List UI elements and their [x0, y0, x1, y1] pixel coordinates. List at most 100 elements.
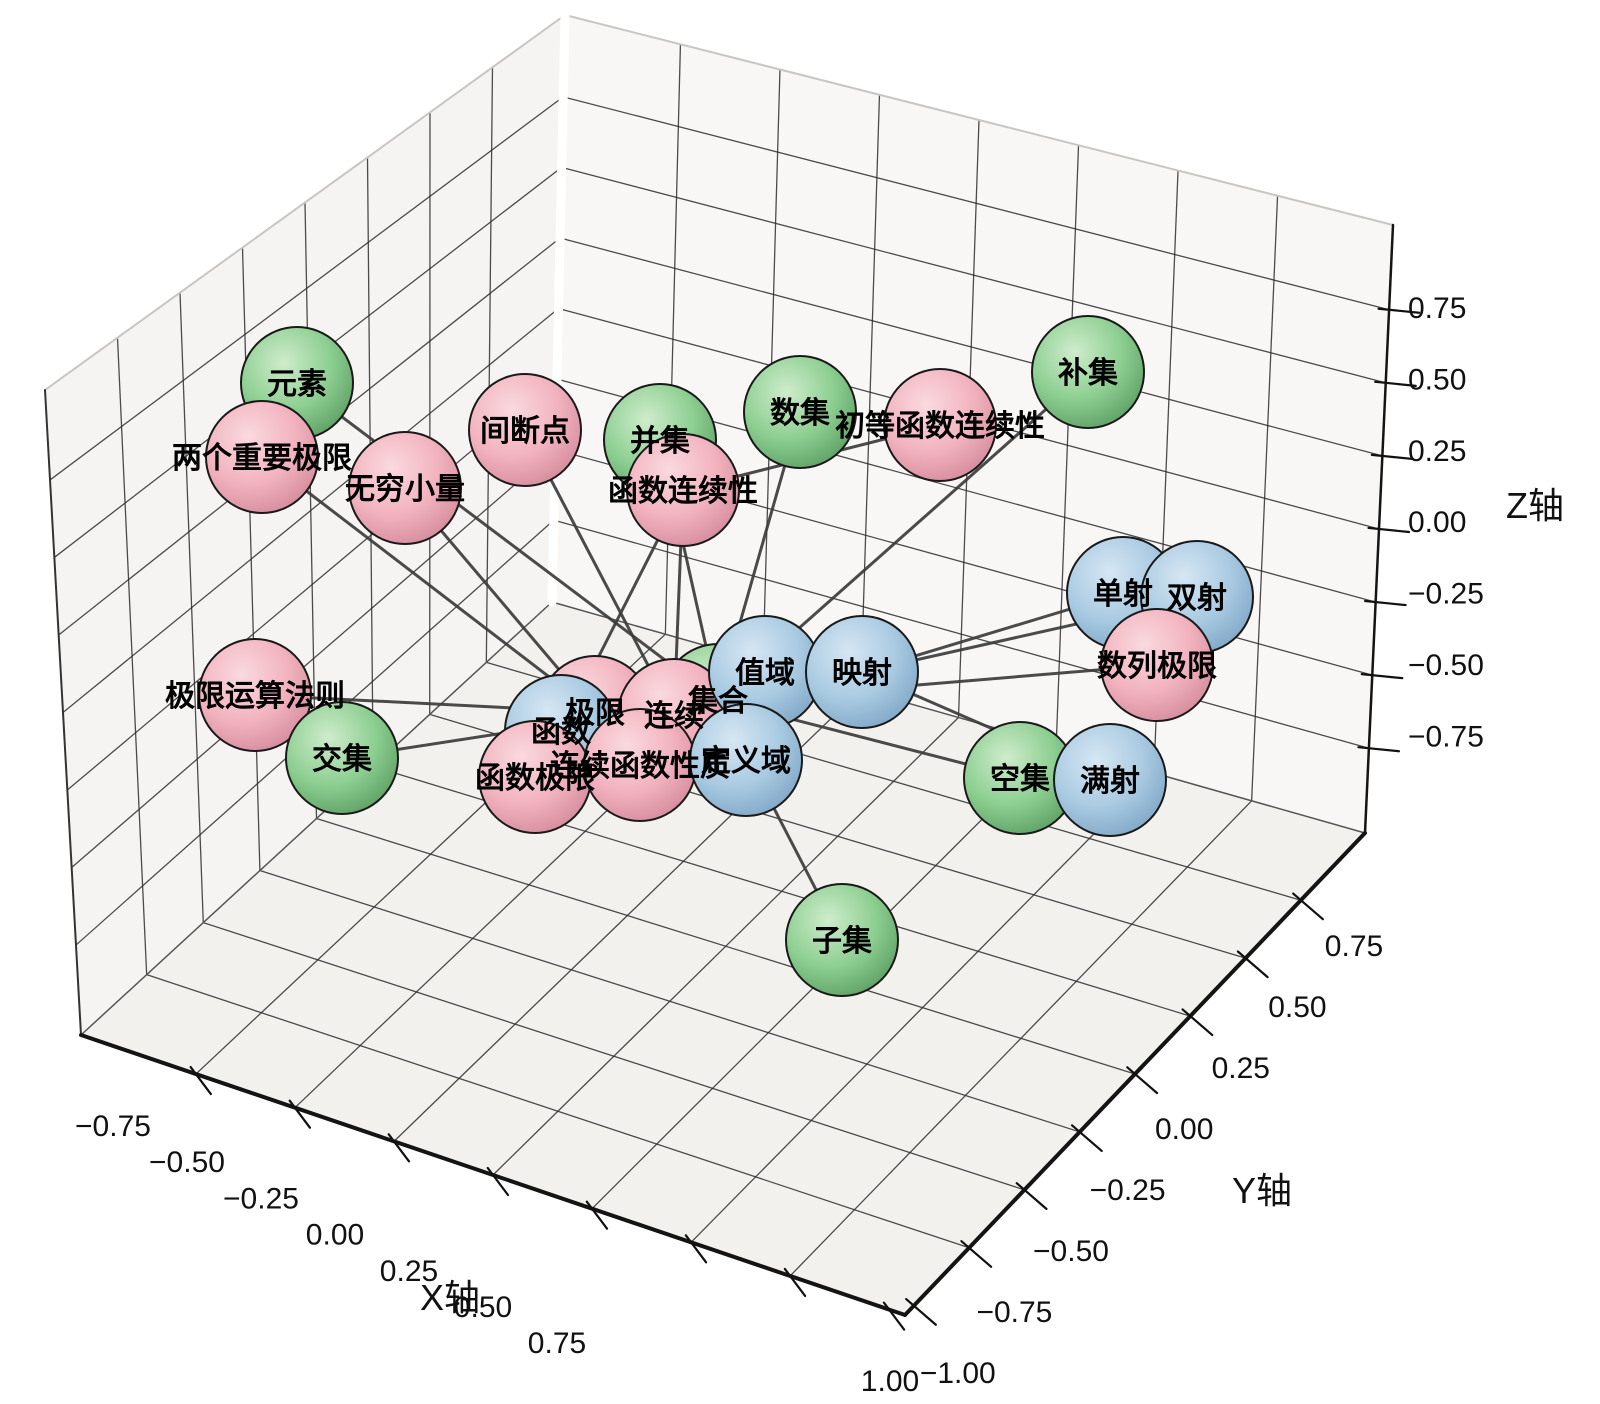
node-label-函数连续性: 函数连续性: [608, 475, 758, 508]
x-axis-title: X轴: [420, 1277, 480, 1318]
grid-line: [486, 1166, 510, 1197]
edge-两个重要极限-极限: [260, 455, 597, 714]
grid-line: [1181, 1008, 1214, 1037]
z-tick-label: 0.50: [1408, 363, 1466, 396]
grid-line: [1015, 1182, 1048, 1210]
grid-line: [690, 772, 1155, 1243]
grid-line: [485, 66, 494, 664]
grid-line: [315, 817, 1136, 1075]
node-label-函数: 函数: [531, 716, 592, 749]
grid-line: [1367, 526, 1411, 534]
x-tick-label: 0.50: [454, 1291, 512, 1324]
node-定义域: [689, 703, 803, 817]
grid-line: [1357, 746, 1401, 753]
z-tick-label: −0.75: [1408, 720, 1484, 753]
node-补集: [1031, 315, 1145, 429]
node-间断点: [468, 373, 582, 487]
grid-line: [1070, 1124, 1103, 1153]
y-tick-label: 0.50: [1268, 991, 1326, 1024]
edge-元素-集合: [295, 381, 720, 702]
grid-line: [189, 1065, 212, 1096]
grid-line: [564, 14, 1394, 226]
node-label-两个重要极限: 两个重要极限: [172, 442, 352, 475]
grid-line: [562, 96, 1390, 311]
grid-line: [905, 1297, 937, 1326]
node-数列极限: [1100, 608, 1214, 722]
axis-titles: X轴 Y轴 Z轴: [420, 485, 1564, 1318]
node-label-数集: 数集: [770, 397, 831, 430]
node-子集: [785, 883, 899, 997]
x-tick-label: −0.50: [149, 1146, 225, 1179]
x-tick-label: −0.25: [223, 1182, 299, 1215]
node-label-空集: 空集: [990, 763, 1051, 796]
axis-ticks: −0.75−0.50−0.250.000.250.500.751.000.750…: [75, 292, 1484, 1398]
grid-line: [960, 1240, 993, 1268]
node-label-满射: 满射: [1080, 765, 1140, 798]
grid-line: [387, 1133, 411, 1163]
y-tick-label: −0.75: [976, 1296, 1052, 1329]
grid-line: [1126, 1066, 1159, 1095]
node-label-定义域: 定义域: [701, 744, 791, 778]
node-label-连续: 连续: [644, 700, 704, 733]
grid-line: [80, 601, 553, 1036]
grid-line: [882, 1301, 906, 1331]
x-tick-label: 0.25: [380, 1255, 438, 1288]
node-数集: [743, 355, 857, 469]
node-label-单射: 单射: [1093, 578, 1153, 611]
grid-line: [1055, 144, 1080, 746]
node-label-子集: 子集: [812, 925, 873, 958]
grid-line: [1374, 380, 1417, 387]
node-label-值域: 值域: [735, 657, 795, 690]
node-label-连续函数性质: 连续函数性质: [550, 750, 730, 783]
z-tick-label: −0.25: [1408, 578, 1484, 611]
grid-line: [551, 601, 1366, 834]
pane-left-wall: [45, 15, 565, 1035]
grid-line: [1370, 453, 1414, 461]
node-label-极限运算法则: 极限运算法则: [165, 679, 345, 713]
node-极限运算法则: [198, 638, 312, 752]
node-label-双射: 双射: [1167, 582, 1227, 615]
z-tick-label: −0.50: [1408, 649, 1484, 682]
node-映射: [805, 615, 919, 729]
z-tick-label: 0.00: [1408, 506, 1466, 539]
node-函数连续性: [626, 433, 740, 547]
grid-line: [1364, 599, 1407, 607]
node-label-补集: 补集: [1058, 357, 1119, 390]
node-label-交集: 交集: [312, 742, 373, 776]
grid-line: [585, 1200, 609, 1230]
z-axis-title: Z轴: [1506, 485, 1564, 526]
grid-line: [684, 1234, 708, 1264]
grid-line: [560, 166, 1387, 384]
node-label-元素: 元素: [267, 368, 327, 401]
grid-line: [1250, 195, 1279, 802]
node-label-间断点: 间断点: [480, 415, 570, 448]
y-tick-label: −1.00: [920, 1357, 996, 1390]
node-label-数列极限: 数列极限: [1097, 650, 1217, 683]
grid-line: [789, 800, 1253, 1277]
node-label-函数极限: 函数极限: [475, 762, 595, 795]
y-axis-title: Y轴: [1232, 1170, 1292, 1211]
node-满射: [1053, 723, 1167, 837]
x-tick-label: −0.75: [75, 1110, 151, 1143]
y-tick-label: −0.50: [1033, 1235, 1109, 1268]
grid-line: [1360, 673, 1404, 680]
y-tick-label: −0.25: [1090, 1174, 1166, 1207]
node-交集: [285, 701, 399, 815]
grid-line: [547, 10, 570, 607]
z-tick-label: 0.25: [1408, 435, 1466, 468]
grid-line: [44, 14, 566, 391]
grid-line: [783, 1267, 807, 1298]
grid-line: [1292, 892, 1324, 921]
node-label-极限: 极限: [565, 697, 625, 730]
x-tick-label: 1.00: [861, 1365, 919, 1398]
node-label-无穷小量: 无穷小量: [345, 472, 465, 506]
y-tick-label: 0.25: [1212, 1052, 1270, 1085]
y-tick-label: 0.75: [1325, 930, 1383, 963]
grid-line: [288, 1099, 312, 1129]
node-无穷小量: [348, 431, 462, 545]
grid-line: [49, 96, 564, 481]
node-label-并集: 并集: [630, 425, 691, 458]
grid-line: [1377, 307, 1421, 314]
